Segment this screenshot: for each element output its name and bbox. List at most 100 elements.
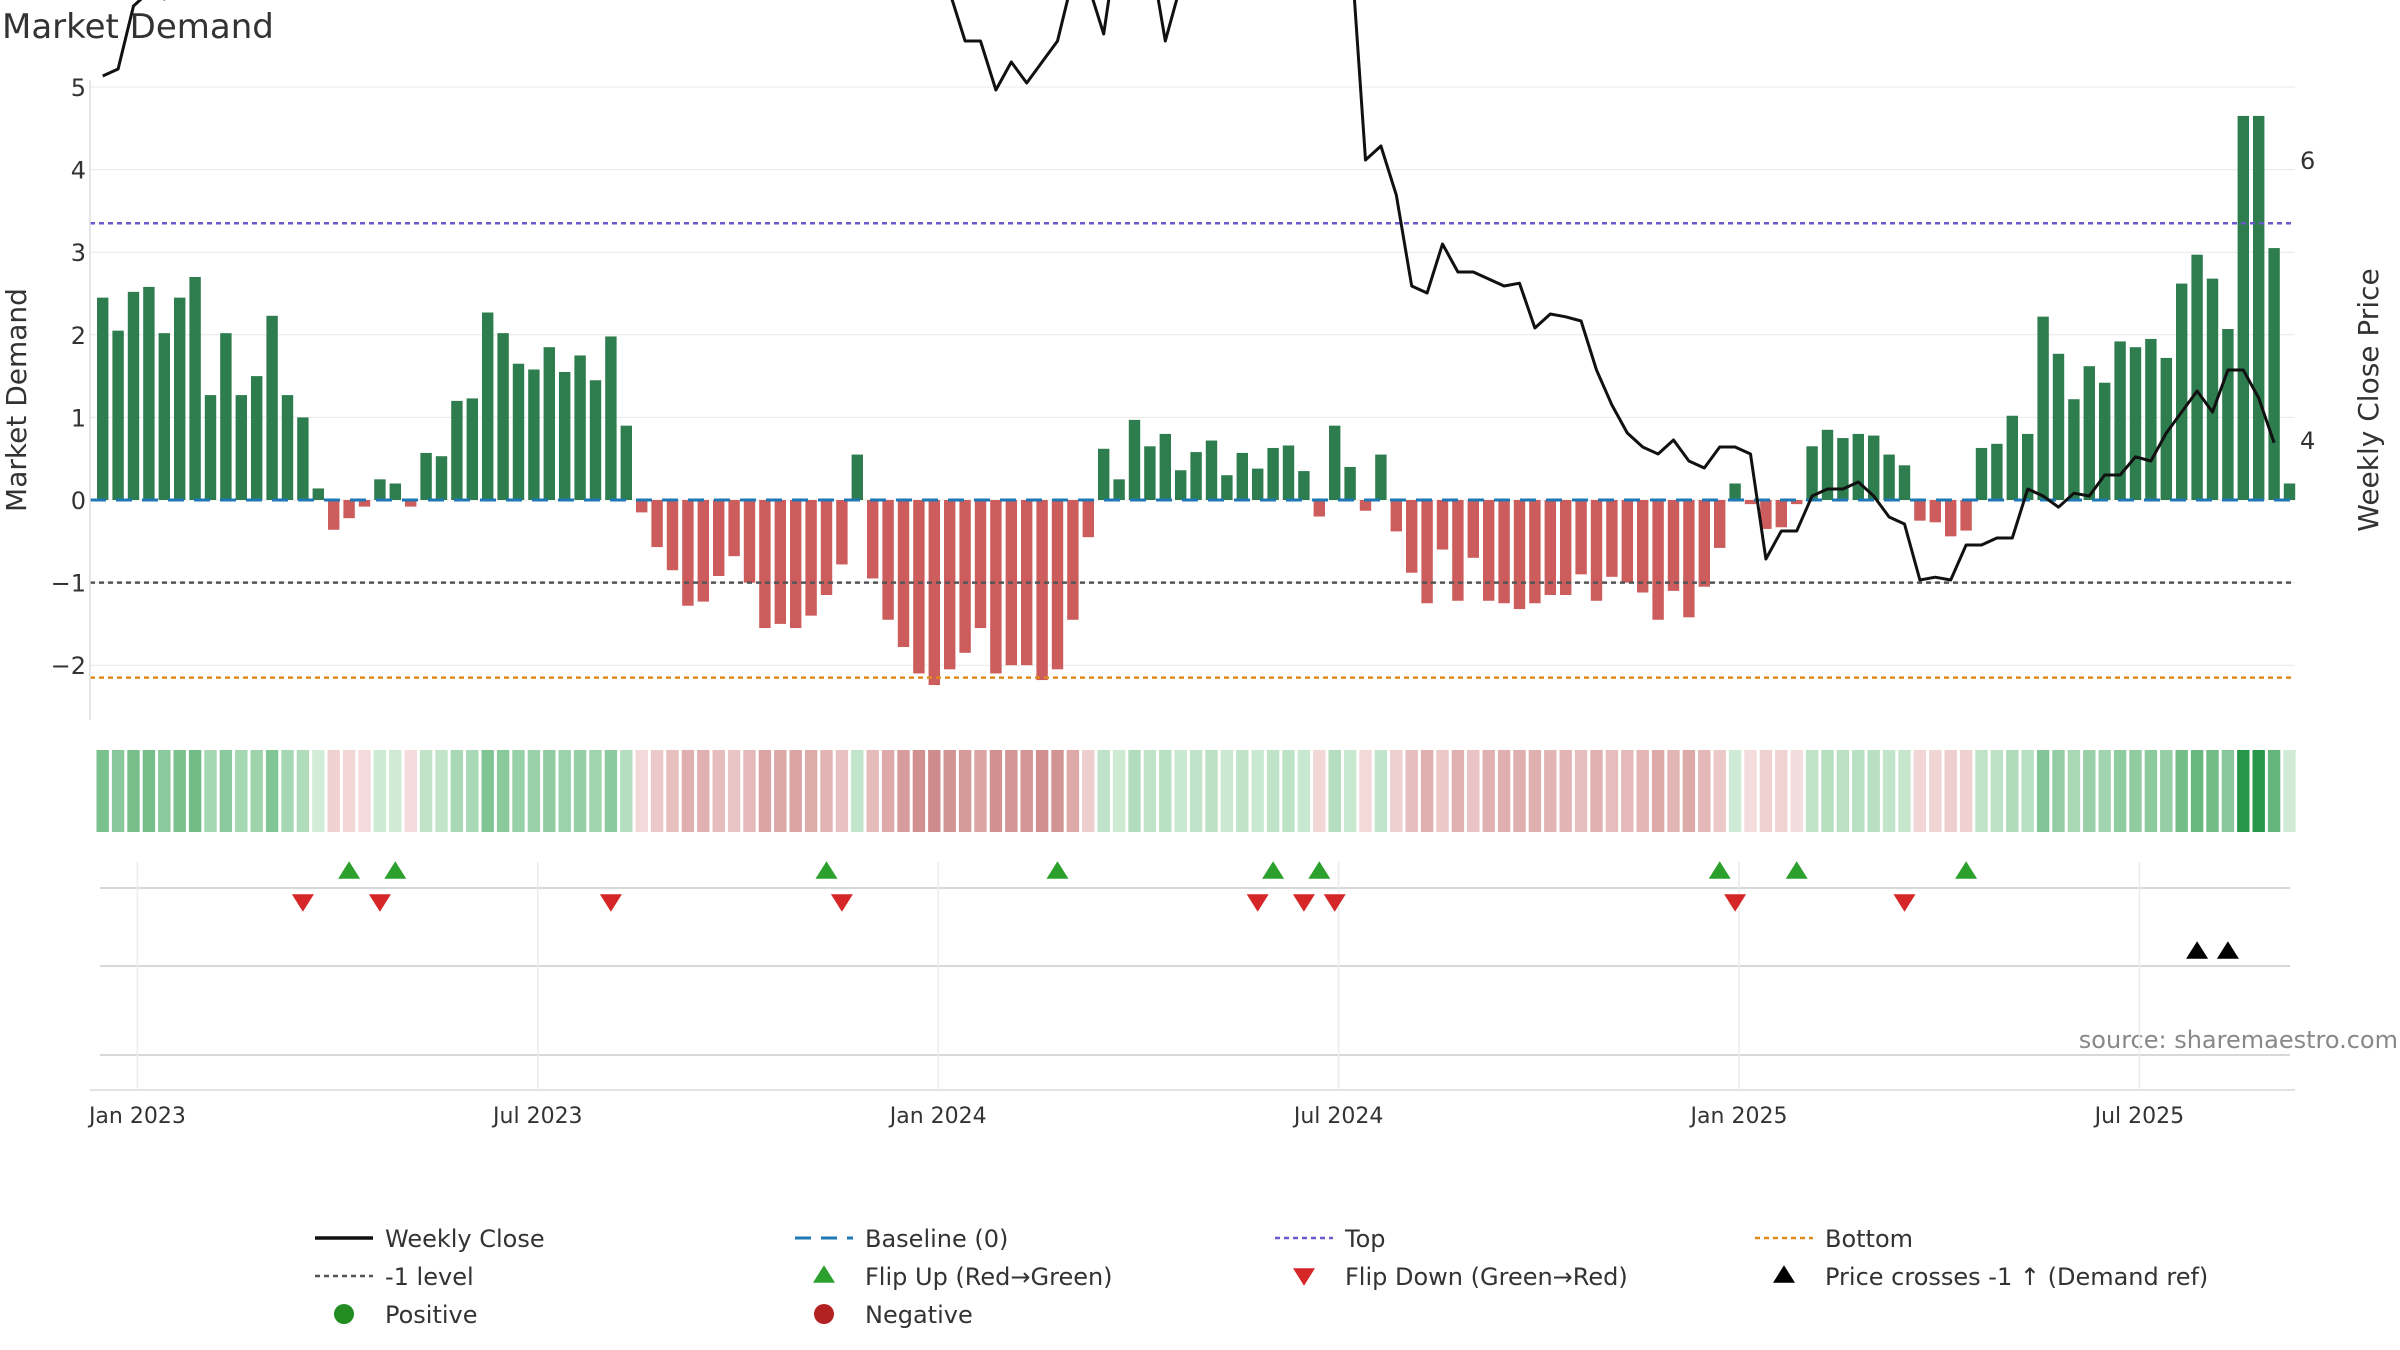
- demand-bar: [2160, 357, 2172, 500]
- heat-strip-cell: [789, 750, 802, 832]
- heat-strip-cell: [2206, 750, 2219, 832]
- demand-bar: [713, 500, 725, 576]
- heat-strip-cell: [296, 750, 310, 832]
- demand-bar: [774, 500, 786, 624]
- heat-strip-cell: [2006, 750, 2019, 832]
- heat-strip-cell: [1959, 750, 1973, 832]
- demand-bar: [790, 500, 802, 629]
- demand-bar: [1498, 500, 1510, 604]
- demand-bar: [343, 500, 355, 519]
- demand-bar: [1406, 500, 1418, 573]
- heat-strip-cell: [1436, 750, 1449, 832]
- price-cross-marker: [2186, 941, 2209, 959]
- heat-strip-cell: [1698, 750, 1711, 832]
- heat-strip-cell: [1744, 750, 1757, 832]
- legend-label: Baseline (0): [865, 1225, 1008, 1253]
- demand-bar: [1175, 470, 1187, 500]
- demand-bar: [127, 291, 140, 500]
- heat-strip-cell: [1621, 750, 1634, 832]
- heat-strip-cell: [620, 750, 633, 832]
- flip-up-marker: [1955, 861, 1978, 879]
- demand-bar: [990, 500, 1002, 674]
- heat-strip-cell: [2067, 750, 2081, 832]
- demand-bar: [358, 500, 371, 507]
- legend-marker-triangle-up: [1773, 1265, 1795, 1283]
- demand-bar: [928, 500, 940, 686]
- heat-strip-cell: [1082, 750, 1095, 832]
- demand-bar: [759, 500, 771, 629]
- demand-bar: [1590, 500, 1603, 601]
- heat-strip-cell: [1528, 750, 1542, 832]
- demand-bar: [1744, 500, 1757, 505]
- x-tick-label: Jul 2025: [2093, 1104, 2185, 1129]
- y-tick-label-left: 5: [71, 74, 86, 102]
- demand-bar: [2191, 254, 2203, 500]
- flip-up-marker: [1046, 861, 1069, 879]
- demand-bar: [1945, 500, 1957, 537]
- weekly-close-line: [102, 0, 2276, 582]
- heat-strip-cell: [512, 750, 525, 832]
- heat-strip-cell: [1852, 750, 1865, 832]
- demand-bar: [482, 312, 494, 500]
- demand-bar: [2222, 329, 2234, 500]
- heat-strip-cell: [2175, 750, 2188, 832]
- demand-bar: [1344, 466, 1356, 500]
- demand-bar: [174, 297, 186, 500]
- demand-bar: [1267, 447, 1279, 500]
- demand-bar: [682, 500, 694, 606]
- heat-strip-cell: [2036, 750, 2050, 832]
- heat-strip-cell: [1005, 750, 1018, 832]
- y-tick-label-left: −1: [51, 570, 86, 598]
- flip-up-marker: [1708, 861, 1731, 879]
- heat-strip-cell: [712, 750, 725, 832]
- heat-strip-cell: [1374, 750, 1388, 832]
- heat-strip-cell: [666, 750, 679, 832]
- heat-strip-cell: [1220, 750, 1234, 832]
- heat-strip-cell: [481, 750, 494, 832]
- event-markers: Jan 2023 Jul 2023 Jan 2024 Jul 2024 Jan 2025…: [87, 861, 2295, 1129]
- heat-strip-cell: [835, 750, 849, 832]
- demand-bar: [235, 395, 247, 500]
- heat-strip-cell: [1128, 750, 1141, 832]
- demand-bar: [1051, 500, 1064, 670]
- heat-strip-cell: [1066, 750, 1080, 832]
- flip-up-marker: [815, 861, 838, 879]
- heat-strip-cell: [1898, 750, 1911, 832]
- demand-bar: [1914, 500, 1926, 521]
- heat-strip-cell: [1420, 750, 1434, 832]
- reference-lines: [90, 222, 2295, 679]
- legend-label: Weekly Close: [385, 1225, 545, 1253]
- demand-bar: [589, 380, 602, 500]
- heat-strip-cell: [2190, 750, 2204, 832]
- heat-strip-cell: [727, 750, 741, 832]
- heat-strip-cell: [1713, 750, 1726, 832]
- heat-strip-cell: [1975, 750, 1988, 832]
- heat-strip-cell: [1590, 750, 1603, 832]
- heat-strip-cell: [1728, 750, 1742, 832]
- demand-bar: [1621, 500, 1633, 583]
- heat-strip-cell: [2160, 750, 2173, 832]
- heat-strip-cell: [573, 750, 587, 832]
- demand-bar: [389, 483, 401, 500]
- legend-label: Flip Up (Red→Green): [865, 1263, 1113, 1291]
- weekly-close-series: [102, 0, 2276, 582]
- demand-bar: [1067, 500, 1079, 620]
- heat-strip-cell: [1251, 750, 1264, 832]
- flip-down-marker: [1323, 894, 1346, 912]
- legend: Weekly Close Baseline (0) Top Bottom -1 leve…: [315, 1225, 2208, 1329]
- heat-strip-cell: [1636, 750, 1649, 832]
- y-tick-label-left: 1: [71, 404, 86, 432]
- heat-strip-cell: [2237, 750, 2250, 832]
- y-tick-label-left: 4: [71, 157, 86, 185]
- demand-bar: [2145, 338, 2157, 500]
- demand-bar: [728, 500, 740, 557]
- demand-bar: [2006, 415, 2018, 500]
- demand-bar: [2129, 347, 2142, 500]
- heat-strip-cell: [1282, 750, 1295, 832]
- heat-strip-cell: [820, 750, 833, 832]
- heat-strip-cell: [1143, 750, 1157, 832]
- demand-bar: [1144, 446, 1156, 500]
- demand-bar: [1975, 447, 1988, 500]
- demand-bar: [2206, 278, 2219, 500]
